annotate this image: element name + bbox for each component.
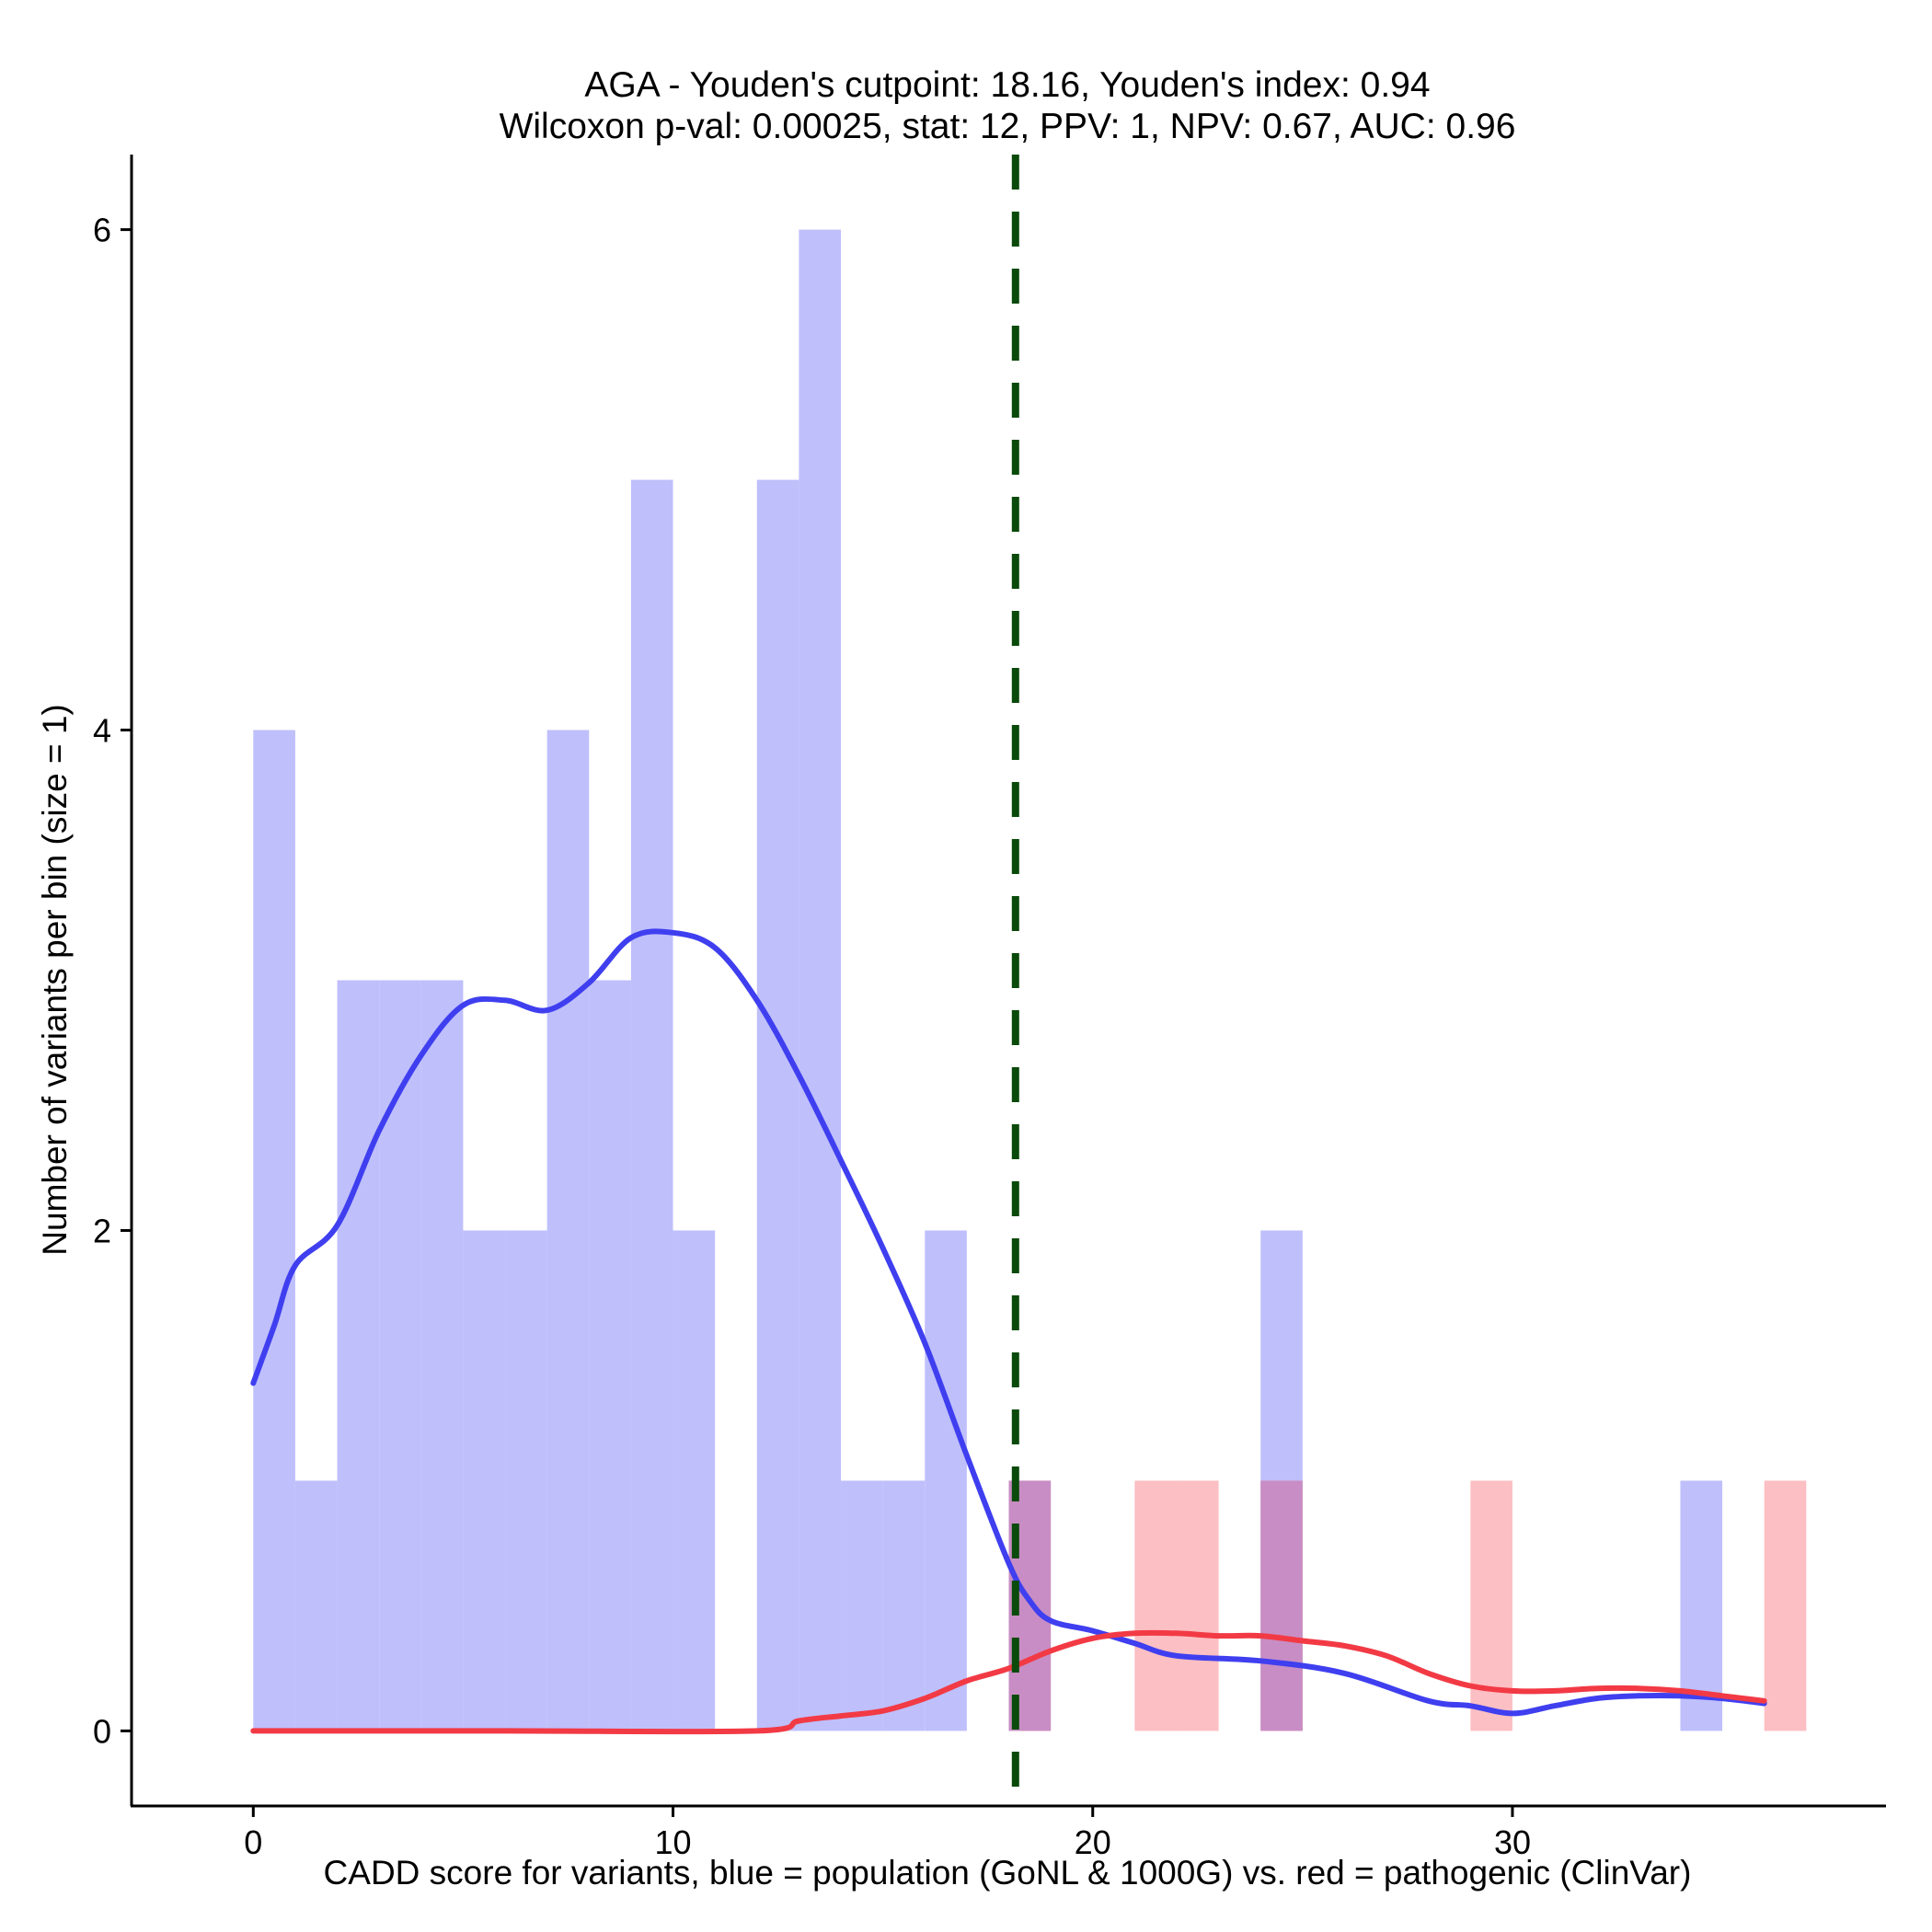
pathogenic-bar: [1470, 1480, 1512, 1731]
x-axis-ticks: 0 10 20 30: [244, 1806, 1531, 1861]
population-bar: [589, 980, 631, 1731]
population-bars: [253, 229, 1723, 1731]
population-density-line: [250, 928, 1767, 1717]
population-bar: [463, 1230, 506, 1731]
x-axis-label: CADD score for variants, blue = populati…: [324, 1854, 1692, 1892]
population-bar: [420, 980, 464, 1731]
overlap-bar: [1260, 1480, 1303, 1731]
population-bar: [756, 479, 799, 1731]
y-tick-label: 2: [93, 1212, 111, 1249]
population-bar: [841, 1480, 883, 1731]
population-bar: [546, 730, 590, 1731]
pathogenic-bar: [1134, 1480, 1177, 1731]
pathogenic-bar: [1176, 1480, 1219, 1731]
y-tick-label: 6: [93, 212, 111, 249]
population-bar: [630, 479, 673, 1731]
population-bar: [882, 1480, 926, 1731]
population-bar: [505, 1230, 547, 1731]
pathogenic-bar: [1764, 1480, 1807, 1731]
x-tick-label: 0: [244, 1823, 262, 1861]
chart-title-line-1: AGA - Youden's cutpoint: 18.16, Youden's…: [584, 65, 1430, 105]
population-bar: [253, 730, 295, 1731]
y-tick-label: 0: [93, 1712, 111, 1750]
chart-title-line-2: Wilcoxon p-val: 0.00025, stat: 12, PPV: …: [500, 107, 1516, 146]
x-tick-label: 20: [1075, 1823, 1111, 1861]
population-bar: [294, 1480, 338, 1731]
x-tick-label: 10: [655, 1823, 692, 1861]
population-bar: [925, 1230, 967, 1731]
y-axis-label: Number of variants per bin (size = 1): [36, 704, 74, 1255]
y-axis-ticks: 0 2 4 6: [93, 212, 132, 1750]
population-bar: [379, 980, 421, 1731]
y-tick-label: 4: [93, 712, 111, 750]
population-bar: [799, 229, 842, 1731]
population-bar: [337, 980, 380, 1731]
x-tick-label: 30: [1494, 1823, 1531, 1861]
population-bar: [673, 1230, 716, 1731]
overlap-bars: [1008, 1480, 1303, 1731]
pathogenic-density-line: [250, 1629, 1767, 1735]
